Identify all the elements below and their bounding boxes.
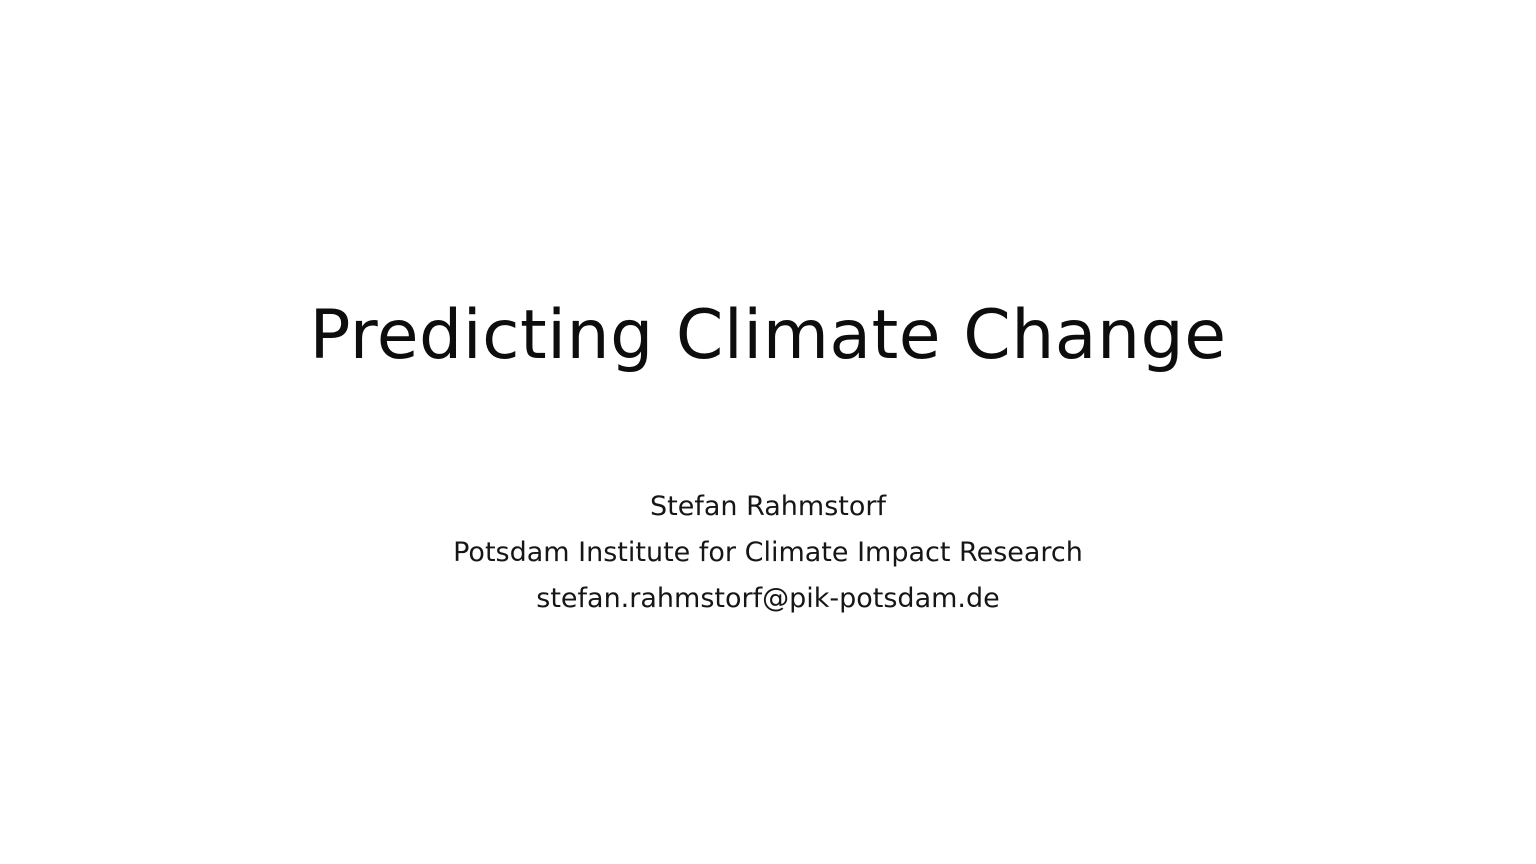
slide-subtitle: Stefan Rahmstorf Potsdam Institute for C…	[0, 484, 1536, 622]
author-email: stefan.rahmstorf@pik-potsdam.de	[536, 583, 1000, 614]
author-institution: Potsdam Institute for Climate Impact Res…	[453, 537, 1083, 568]
author-name: Stefan Rahmstorf	[650, 491, 886, 522]
slide-title: Predicting Climate Change	[309, 296, 1227, 375]
